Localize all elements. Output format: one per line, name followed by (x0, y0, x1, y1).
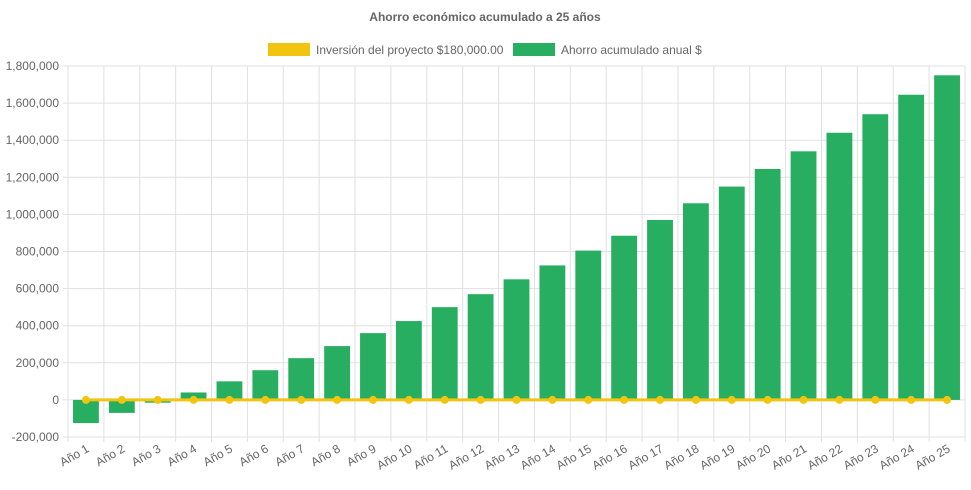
y-tick-label: 800,000 (16, 245, 60, 259)
bar-ahorro (682, 203, 709, 400)
y-tick-label: 1,200,000 (6, 170, 60, 184)
investment-point (871, 395, 880, 404)
x-tick-label: Año 14 (518, 441, 558, 472)
x-tick-label: Año 9 (344, 441, 378, 469)
bar-ahorro (611, 235, 638, 400)
bar-ahorro (360, 333, 386, 400)
investment-point (943, 395, 952, 404)
investment-point (907, 395, 916, 404)
bar-ahorro (324, 346, 351, 400)
x-tick-label: Año 19 (697, 441, 737, 472)
investment-point (333, 395, 342, 404)
investment-point (368, 395, 377, 404)
investment-point (189, 395, 198, 404)
y-tick-label: -200,000 (12, 430, 60, 444)
bar-ahorro (647, 219, 673, 400)
x-tick-label: Año 4 (165, 441, 199, 469)
y-axis-ticks: -200,000 0 200,000 400,000 600,000 800,000 1,0… (6, 59, 60, 444)
x-axis-ticks: Año 1 Año 2 Año 3 Año 4 Año 5 Año 6 Año 7 Año 8… (57, 441, 953, 472)
x-tick-label: Año 22 (805, 441, 845, 472)
x-tick-label: Año 15 (554, 441, 594, 472)
y-tick-label: 0 (52, 393, 59, 407)
x-tick-label: Año 1 (57, 441, 91, 469)
legend-label-investment: Inversión del proyecto $180,000.00 (316, 43, 504, 57)
x-tick-label: Año 2 (93, 441, 127, 469)
x-tick-label: Año 18 (661, 441, 701, 472)
bar-ahorro (503, 279, 530, 400)
y-tick-label: 1,800,000 (6, 59, 60, 73)
bar-ahorro (108, 399, 135, 413)
bar-ahorro (575, 250, 602, 400)
bar-ahorro (431, 307, 458, 400)
x-tick-label: Año 24 (877, 441, 917, 472)
x-tick-label: Año 13 (482, 441, 522, 472)
legend-swatch-savings (513, 43, 555, 56)
bar-ahorro (790, 151, 817, 400)
investment-point (297, 395, 306, 404)
x-tick-label: Año 20 (733, 441, 773, 472)
investment-point (225, 395, 234, 404)
legend: Inversión del proyecto $180,000.00 Ahorr… (268, 43, 702, 57)
bar-ahorro (288, 358, 315, 400)
x-tick-label: Año 5 (201, 441, 235, 469)
y-tick-label: 1,000,000 (6, 207, 60, 221)
bar-ahorro (826, 132, 853, 400)
grid (63, 65, 966, 442)
x-tick-label: Año 7 (273, 441, 307, 469)
y-tick-label: 1,600,000 (6, 96, 60, 110)
investment-point (548, 395, 557, 404)
investment-point (117, 395, 126, 404)
investment-point (763, 395, 772, 404)
investment-point (81, 395, 90, 404)
x-tick-label: Año 3 (129, 441, 163, 469)
x-tick-label: Año 25 (913, 441, 953, 472)
y-tick-label: 400,000 (16, 319, 60, 333)
investment-point (799, 395, 808, 404)
bar-ahorro (898, 94, 925, 400)
x-tick-label: Año 23 (841, 441, 881, 472)
bar-ahorro (467, 294, 494, 400)
y-tick-label: 1,400,000 (6, 133, 60, 147)
x-tick-label: Año 21 (769, 441, 809, 472)
x-tick-label: Año 11 (411, 441, 450, 472)
investment-point (153, 395, 162, 404)
bar-ahorro (718, 186, 745, 400)
bar-ahorro (862, 114, 889, 400)
investment-point (476, 395, 485, 404)
investment-point (404, 395, 413, 404)
bar-ahorro (934, 75, 960, 400)
investment-point (440, 395, 449, 404)
investment-point (656, 395, 665, 404)
bar-series (73, 75, 960, 424)
investment-point (584, 395, 593, 404)
legend-label-savings: Ahorro acumulado anual $ (561, 43, 702, 57)
investment-point (261, 395, 270, 404)
bar-ahorro (216, 381, 243, 400)
investment-point (512, 395, 521, 404)
x-tick-label: Año 17 (626, 441, 666, 472)
chart-title: Ahorro económico acumulado a 25 años (369, 10, 601, 24)
x-tick-label: Año 10 (374, 441, 414, 472)
investment-point (835, 395, 844, 404)
x-tick-label: Año 8 (308, 441, 342, 469)
bar-ahorro (252, 370, 279, 400)
x-tick-label: Año 16 (590, 441, 630, 472)
legend-swatch-investment (268, 43, 310, 56)
bar-ahorro (754, 168, 781, 400)
investment-point (620, 395, 629, 404)
bar-ahorro (73, 399, 99, 424)
y-tick-label: 600,000 (16, 282, 60, 296)
line-series (81, 395, 952, 404)
bar-ahorro (539, 265, 566, 400)
bar-ahorro (395, 321, 422, 400)
x-tick-label: Año 6 (237, 441, 271, 469)
y-tick-label: 200,000 (16, 356, 60, 370)
investment-point (691, 395, 700, 404)
investment-point (727, 395, 736, 404)
x-tick-label: Año 12 (446, 441, 486, 472)
